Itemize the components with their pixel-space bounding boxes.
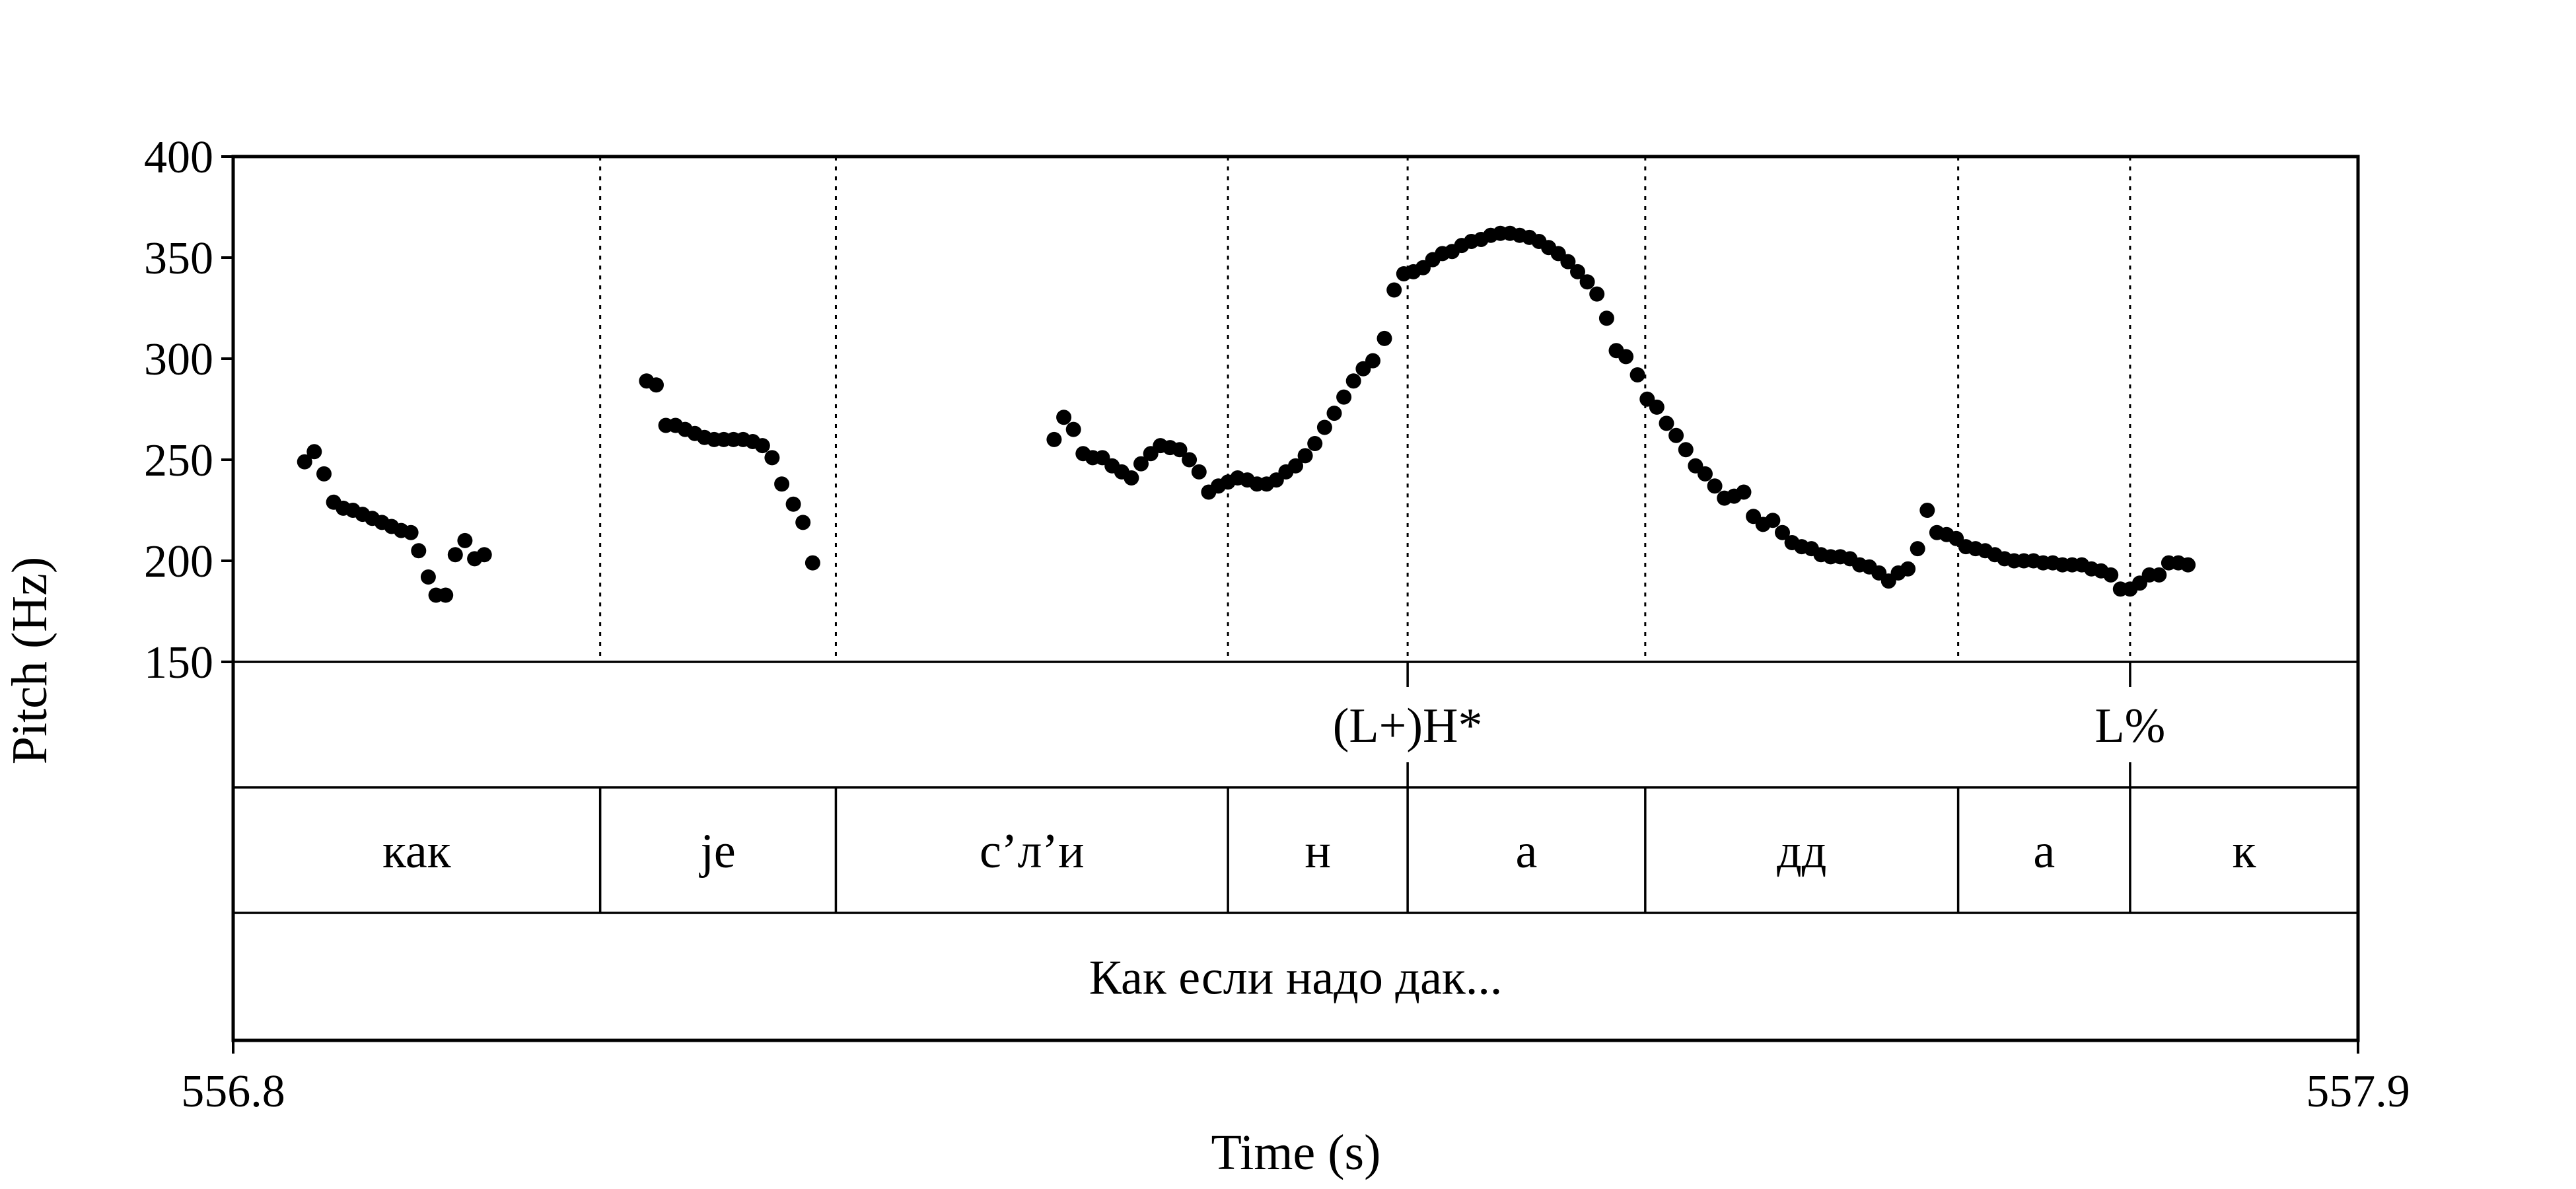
pitch-point	[1124, 470, 1139, 486]
pitch-point	[774, 476, 790, 492]
pitch-point	[306, 444, 322, 460]
y-tick-label-400: 400	[144, 132, 213, 183]
pitch-point	[420, 569, 436, 585]
pitch-point	[457, 532, 473, 548]
pitch-point	[1056, 410, 1072, 425]
x-tick-label-1: 557.9	[2306, 1066, 2410, 1117]
pitch-point	[1065, 421, 1081, 437]
pitch-point	[1919, 503, 1935, 518]
pitch-point	[1377, 330, 1392, 346]
pitch-point	[1326, 406, 1342, 421]
y-tick-label-200: 200	[144, 536, 213, 587]
y-tick-label-300: 300	[144, 334, 213, 385]
pitch-point	[1678, 442, 1694, 458]
y-tick-label-350: 350	[144, 233, 213, 284]
pitch-point	[1046, 431, 1062, 447]
pitch-point	[795, 515, 811, 530]
pitch-point	[411, 543, 427, 559]
pitch-point	[297, 454, 312, 470]
pitch-point	[316, 466, 332, 482]
words-label-7: к	[2232, 824, 2256, 879]
sentence-label-0: Как если надо дак...	[1089, 951, 1503, 1005]
pitch-point	[1570, 264, 1585, 279]
tier-labels: (L+)H* L% как je с’л’и н а дд а к Как если надо да…	[382, 699, 2256, 1005]
pitch-point	[1172, 442, 1188, 458]
pitch-point	[476, 547, 492, 563]
y-axis-title: Pitch (Hz)	[2, 557, 57, 764]
pitch-point	[438, 587, 454, 603]
x-axis-title: Time (s)	[1211, 1125, 1381, 1180]
pitch-point	[1386, 282, 1402, 298]
pitch-point	[1133, 456, 1149, 472]
pitch-point	[1365, 353, 1380, 369]
pitch-point	[403, 524, 419, 540]
pitch-point	[649, 377, 664, 393]
pitch-point	[1316, 419, 1332, 435]
pitch-point	[785, 496, 801, 512]
pitch-point	[1659, 415, 1674, 431]
pitch-point	[2180, 557, 2196, 573]
pitch-point	[1307, 436, 1323, 451]
pitch-point	[1629, 367, 1645, 382]
words-label-3: н	[1305, 824, 1331, 879]
words-label-0: как	[382, 824, 452, 879]
y-tick-label-150: 150	[144, 637, 213, 688]
tier-dividers	[233, 661, 2358, 914]
pitch-point	[1765, 513, 1781, 528]
pitch-point	[764, 450, 780, 466]
pitch-point	[2151, 567, 2167, 583]
pitch-point	[1336, 389, 1352, 405]
x-tick-label-0: 556.8	[181, 1066, 285, 1117]
pitch-point	[1182, 452, 1198, 468]
pitch-point	[1698, 466, 1713, 482]
y-tick-label-250: 250	[144, 435, 213, 486]
interval-boundaries	[598, 157, 2131, 913]
pitch-point	[754, 438, 770, 454]
pitch-point	[1775, 524, 1790, 540]
x-axis: 556.8 557.9	[181, 1040, 2410, 1117]
words-label-1: je	[698, 824, 735, 879]
pitch-point	[1297, 448, 1313, 464]
pitch-point	[1649, 399, 1664, 415]
words-label-6: а	[2033, 824, 2055, 879]
pitch-point	[1736, 484, 1752, 500]
pitch-point	[1618, 349, 1634, 365]
words-label-5: дд	[1777, 824, 1826, 879]
pitch-point	[1900, 561, 1916, 577]
pitch-point	[1288, 458, 1303, 474]
pitch-point	[805, 555, 820, 571]
pitch-point	[1579, 274, 1595, 290]
plot-frame	[231, 155, 2360, 1042]
pitch-point	[1589, 286, 1605, 302]
tones-label-1: L%	[2094, 699, 2165, 753]
pitch-point	[1598, 310, 1614, 326]
pitch-point	[447, 547, 463, 563]
y-axis: 150 200 250 300 350 400	[144, 132, 233, 688]
pitch-point	[1345, 373, 1361, 389]
words-label-4: а	[1516, 824, 1538, 879]
pitch-point	[2103, 567, 2119, 583]
tones-label-0: (L+)H*	[1333, 699, 1483, 753]
pitch-point	[1191, 464, 1207, 480]
pitch-point	[1560, 254, 1576, 270]
pitch-point	[1668, 427, 1684, 443]
pitch-point	[1707, 478, 1723, 494]
pitch-point	[1910, 541, 1925, 557]
words-label-2: с’л’и	[980, 824, 1085, 879]
pitch-points	[297, 225, 2196, 603]
